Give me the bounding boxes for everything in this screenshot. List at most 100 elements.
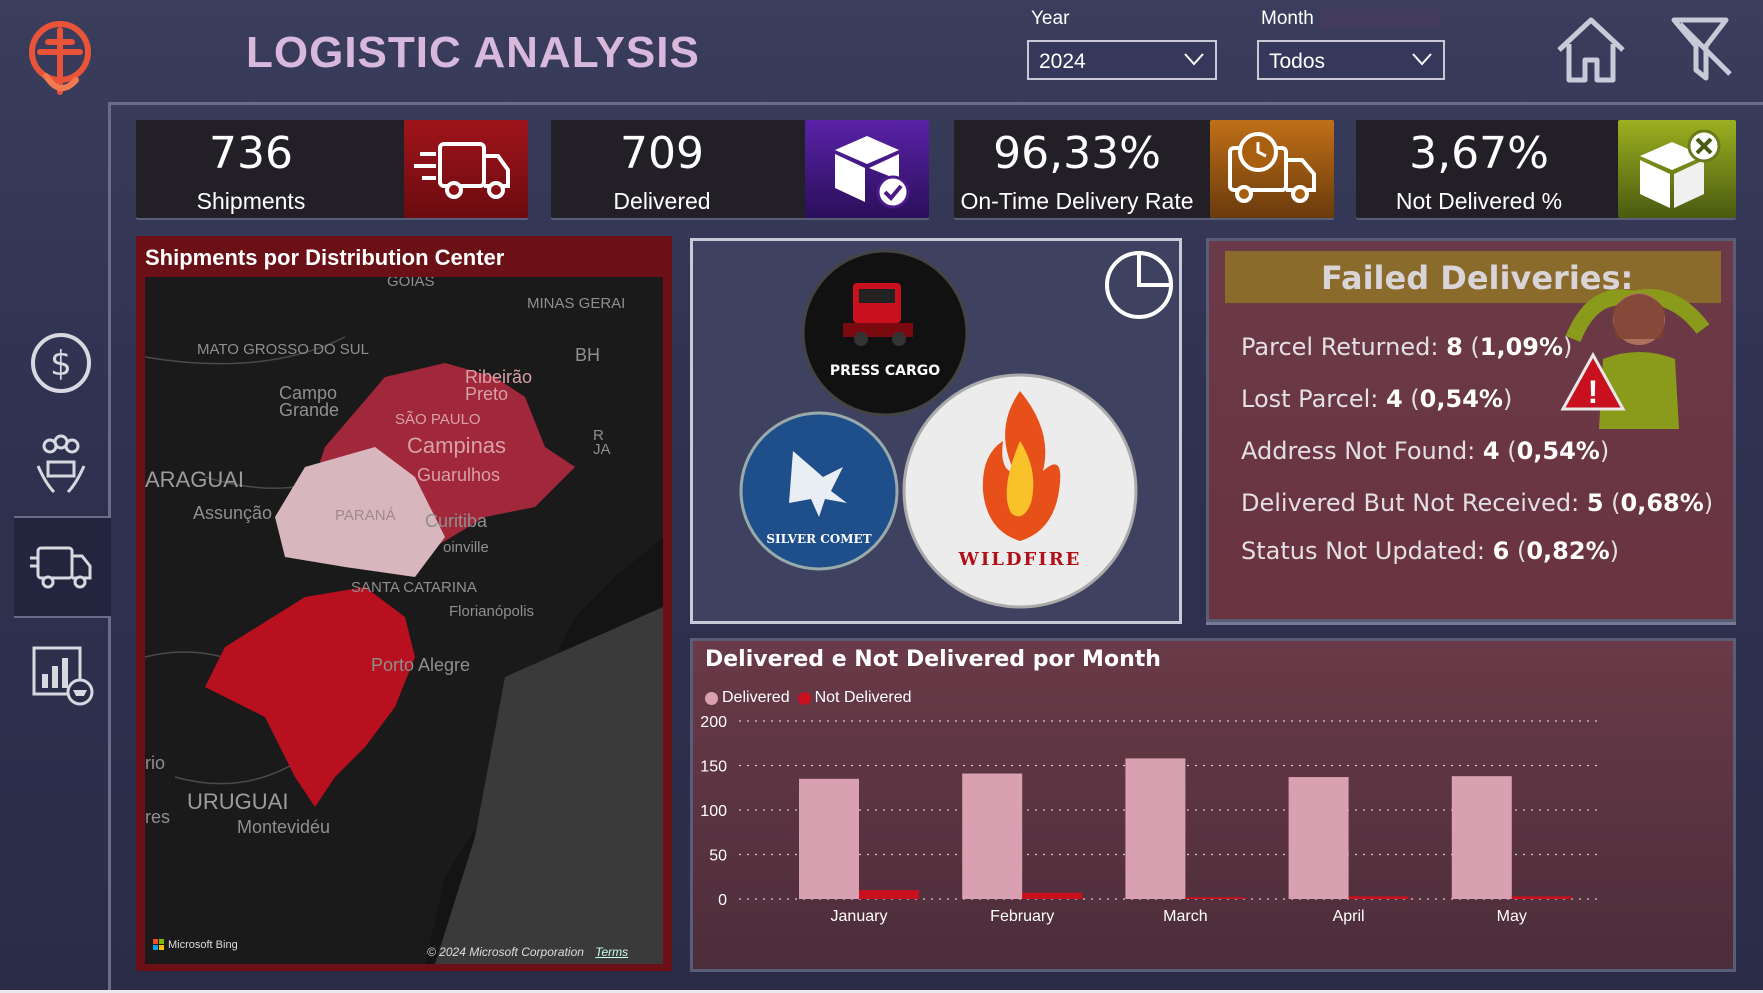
truck-clock-icon <box>1228 132 1316 203</box>
map-region-parana[interactable] <box>275 447 445 577</box>
kpi-label: Shipments <box>196 188 306 214</box>
failed-row-delivered-not-received: Delivered But Not Received: 5 (0,68%) <box>1241 489 1714 517</box>
kpi-value: 736 <box>209 128 293 179</box>
bar-delivered[interactable] <box>962 773 1023 899</box>
map-label: Porto Alegre <box>371 655 471 675</box>
map-regions <box>145 277 663 964</box>
kpi-icon-box <box>805 120 929 218</box>
press-cargo-label: PRESS CARGO <box>830 363 940 379</box>
sidebar-item-sales-analytics[interactable] <box>28 640 94 706</box>
map-label: Campinas <box>407 433 507 458</box>
kpi-icon-box <box>1618 120 1736 218</box>
month-select-value: Todos <box>1269 50 1326 73</box>
month-label-background <box>1320 7 1440 29</box>
year-select[interactable]: 2024 <box>1027 40 1217 80</box>
legend-item-not-delivered[interactable]: Not Delivered <box>797 689 912 707</box>
sidebar-item-logistics[interactable] <box>28 534 94 600</box>
failed-title: Failed Deliveries: <box>1321 259 1634 297</box>
map-label: oinville <box>443 539 489 556</box>
kpi-card-shipments: 736 Shipments <box>136 120 528 218</box>
kpi-label: Not Delivered % <box>1395 188 1563 214</box>
legend-label: Delivered <box>722 689 790 706</box>
svg-text:$: $ <box>50 344 72 384</box>
page-title: LOGISTIC ANALYSIS <box>246 28 700 77</box>
kpi-card-on-time-rate: 96,33% On-Time Delivery Rate <box>954 120 1334 218</box>
legend-dot <box>797 691 811 705</box>
delivered-chart-panel: Delivered e Not Delivered por Month Deli… <box>690 638 1736 972</box>
bar-delivered[interactable] <box>1125 758 1186 899</box>
chevron-down-icon <box>1184 53 1204 66</box>
kpi-value: 3,67% <box>1409 128 1549 179</box>
bar-delivered[interactable] <box>1288 777 1349 899</box>
legend-item-delivered[interactable]: Delivered <box>705 689 790 707</box>
chevron-down-icon <box>1412 53 1432 66</box>
map-label: MINAS GERAI <box>527 295 626 312</box>
silver-comet-label: SILVER COMET <box>766 532 871 546</box>
bottom-strip <box>0 990 1763 993</box>
carriers-bubble-chart: PRESS CARGO SILVER COMET WILDFIRE <box>739 249 1174 609</box>
terms-link[interactable]: Terms <box>595 945 629 959</box>
home-icon[interactable] <box>1553 14 1629 86</box>
map-label: GOIÁS <box>387 277 435 290</box>
failed-row-parcel-returned: Parcel Returned: 8 (1,09%) <box>1241 333 1573 361</box>
legend-label: Not Delivered <box>814 689 912 706</box>
press-cargo-bubble[interactable]: PRESS CARGO <box>801 249 969 417</box>
bar-not-delivered[interactable] <box>1185 897 1246 899</box>
sidebar-item-finance[interactable]: $ <box>28 330 94 396</box>
kpi-value: 96,33% <box>993 128 1161 179</box>
brand-logo <box>29 21 91 95</box>
map-label: MATO GROSSO DO SUL <box>197 341 369 358</box>
map-label: R JA <box>593 427 611 458</box>
map-label: Ribeirão Preto <box>465 367 533 404</box>
bar-not-delivered[interactable] <box>1022 892 1083 899</box>
year-filter-label: Year <box>1031 8 1070 29</box>
bing-attribution-text: Microsoft Bing <box>168 939 238 951</box>
map-label: URUGUAI <box>187 789 289 814</box>
bar-delivered[interactable] <box>799 778 859 899</box>
box-x-icon <box>1640 129 1721 208</box>
microsoft-logo-icon <box>153 939 164 950</box>
header-divider <box>108 102 1763 105</box>
y-tick-label: 100 <box>700 803 727 820</box>
copyright: © 2024 Microsoft Corporation Terms <box>427 945 628 959</box>
sidebar-item-customers[interactable] <box>28 432 94 498</box>
y-tick-label: 200 <box>700 714 727 731</box>
map-label: res <box>145 807 171 827</box>
package-check-icon <box>835 136 910 209</box>
chart-title: Delivered e Not Delivered por Month <box>705 647 1161 672</box>
clear-filter-icon[interactable] <box>1670 14 1736 86</box>
map-label: Montevidéu <box>237 817 331 837</box>
svg-text:!: ! <box>1588 374 1599 410</box>
kpi-icon-box <box>404 120 528 218</box>
bar-not-delivered[interactable] <box>1511 896 1572 899</box>
y-tick-label: 150 <box>700 759 727 776</box>
bar-not-delivered[interactable] <box>1348 896 1409 899</box>
y-tick-label: 0 <box>718 892 727 909</box>
y-tick-label: 50 <box>709 848 727 865</box>
map-label: Guarulhos <box>417 465 501 485</box>
map-label: SANTA CATARINA <box>351 579 477 596</box>
map-label: PARANÁ <box>335 507 396 524</box>
bing-attribution: Microsoft Bing <box>153 939 238 951</box>
x-tick-label: February <box>990 908 1054 925</box>
wildfire-bubble[interactable]: WILDFIRE <box>902 373 1138 609</box>
bar-not-delivered[interactable] <box>859 890 919 899</box>
failed-row-lost-parcel: Lost Parcel: 4 (0,54%) <box>1241 385 1513 413</box>
month-select[interactable]: Todos <box>1257 40 1445 80</box>
bar-delivered[interactable] <box>1451 776 1512 899</box>
failed-row-status-not-updated: Status Not Updated: 6 (0,82%) <box>1241 537 1619 565</box>
silver-comet-bubble[interactable]: SILVER COMET <box>739 411 899 571</box>
wildfire-label: WILDFIRE <box>958 549 1082 570</box>
map-canvas[interactable]: GOIÁS MINAS GERAI MATO GROSSO DO SUL BH … <box>145 277 663 964</box>
map-label: BH <box>575 345 601 365</box>
x-tick-label: May <box>1497 908 1527 925</box>
carriers-panel: PRESS CARGO SILVER COMET WILDFIRE <box>690 238 1182 624</box>
kpi-card-not-delivered: 3,67% Not Delivered % <box>1356 120 1736 218</box>
map-region-rio-grande-do-sul[interactable] <box>205 587 415 807</box>
x-tick-label: January <box>831 908 888 925</box>
legend-dot <box>705 691 718 705</box>
map-label: SÃO PAULO <box>395 411 481 428</box>
map-label: ARAGUAI <box>145 467 245 492</box>
kpi-label: Delivered <box>613 188 711 214</box>
chart-legend: Delivered Not Delivered <box>705 689 912 707</box>
